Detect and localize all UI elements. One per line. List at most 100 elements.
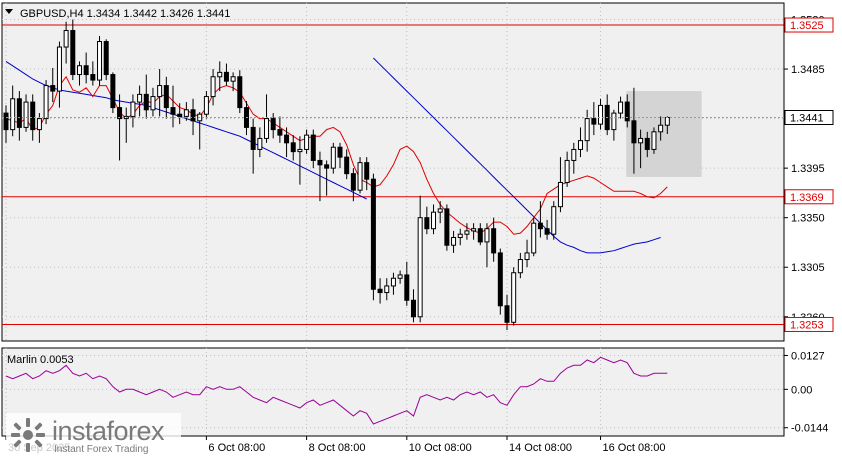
candle-bear: [491, 228, 497, 254]
chart-frame: [1, 2, 785, 437]
candle-bear: [624, 101, 630, 122]
candle-bull: [557, 181, 563, 208]
candle-bear: [237, 76, 243, 109]
candle-bear: [344, 156, 350, 175]
candle-bull: [304, 134, 310, 150]
candle-bear: [310, 134, 316, 161]
candle-bear: [110, 74, 116, 109]
candle-bear: [350, 173, 356, 191]
horizontal-levels[interactable]: [2, 24, 784, 325]
candle-bull: [431, 211, 437, 230]
candle-bull: [577, 140, 583, 150]
candle-bear: [170, 107, 176, 115]
candle-bull: [464, 230, 470, 235]
candle-bear: [544, 228, 550, 235]
candle-bull: [471, 228, 477, 232]
time-tick-label: 8 Oct 08:00: [309, 442, 366, 454]
candle-bull: [10, 98, 16, 131]
candle-bull: [297, 148, 303, 153]
time-tick-label: 14 Oct 08:00: [509, 442, 572, 454]
candle-bear: [190, 109, 196, 122]
marlin-line: [5, 356, 668, 425]
collapse-triangle-icon[interactable]: [5, 9, 13, 14]
candle-bear: [177, 113, 183, 117]
candle-bull: [397, 274, 403, 279]
candle-bull: [571, 148, 577, 161]
candle-bear: [477, 228, 483, 243]
oscillator-tick-label: -0.0144: [791, 423, 828, 435]
candle-bear: [370, 178, 376, 290]
candle-bull: [511, 272, 517, 323]
candle-bear: [117, 107, 123, 120]
brand-tagline: Instant Forex Trading: [54, 444, 149, 455]
candle-bull: [63, 30, 69, 48]
candle-bear: [317, 159, 323, 166]
candle-bear: [377, 288, 383, 294]
current-price-box: [784, 110, 834, 126]
candle-bear: [290, 142, 296, 153]
candle-bear: [404, 274, 410, 301]
candle-bear: [444, 208, 450, 246]
level-price-box: [784, 17, 834, 33]
candle-bull: [210, 76, 216, 98]
candle-bull: [390, 277, 396, 287]
candle-bull: [457, 233, 463, 239]
candle-bull: [203, 96, 209, 115]
level-price-box: [784, 189, 834, 205]
candle-bear: [364, 162, 370, 180]
price-tick-label: 1.3305: [791, 262, 825, 274]
candle-bear: [223, 71, 229, 82]
candle-bull: [76, 65, 82, 76]
candle-bull: [524, 252, 530, 261]
candle-bull: [451, 237, 457, 246]
candle-bull: [56, 46, 62, 92]
price-tick-label: 1.3395: [791, 163, 825, 175]
candle-bear: [537, 222, 543, 230]
candle-bull: [417, 217, 423, 318]
candle-bull: [384, 285, 390, 294]
candle-bull: [664, 117, 670, 126]
candle-bear: [504, 305, 510, 323]
target-zone: [626, 91, 702, 177]
candle-bull: [23, 101, 29, 128]
candle-bear: [410, 299, 416, 318]
candle-bull: [357, 162, 363, 191]
candle-bull: [651, 131, 657, 150]
candle-bear: [30, 101, 36, 131]
current-price-label: 1.3441: [790, 113, 824, 125]
level-price-label: 1.3369: [790, 192, 824, 204]
brand-name: instaforex: [52, 416, 165, 446]
candle-bull: [217, 71, 223, 78]
ma-slow-line: [373, 57, 661, 254]
candle-bull: [97, 41, 103, 81]
candle-bull: [584, 118, 590, 142]
candle-bull: [257, 137, 263, 150]
candle-bull: [531, 222, 537, 254]
instaforex-logo-icon: [11, 418, 45, 452]
candle-bear: [83, 65, 89, 76]
candle-bull: [517, 259, 523, 274]
candle-bear: [324, 164, 330, 169]
candle-bear: [497, 252, 503, 307]
candle-bull: [618, 101, 624, 114]
price-tick-label: 1.3485: [791, 64, 825, 76]
candle-bull: [551, 206, 557, 235]
candle-bear: [143, 93, 149, 111]
candle-bull: [437, 208, 443, 213]
candles: [3, 19, 670, 330]
candle-bear: [163, 85, 169, 109]
level-price-box: [784, 316, 834, 332]
level-price-label: 1.3253: [790, 319, 824, 331]
candle-bull: [598, 104, 604, 125]
candle-bear: [591, 118, 597, 125]
candle-bear: [3, 112, 9, 131]
candle-bull: [130, 101, 136, 117]
candle-bull: [638, 137, 644, 144]
candle-bear: [90, 74, 96, 81]
oscillator-tick-label: 0.0127: [791, 350, 825, 362]
candle-bull: [183, 109, 189, 117]
candle-bear: [270, 118, 276, 131]
candle-bear: [277, 129, 283, 136]
